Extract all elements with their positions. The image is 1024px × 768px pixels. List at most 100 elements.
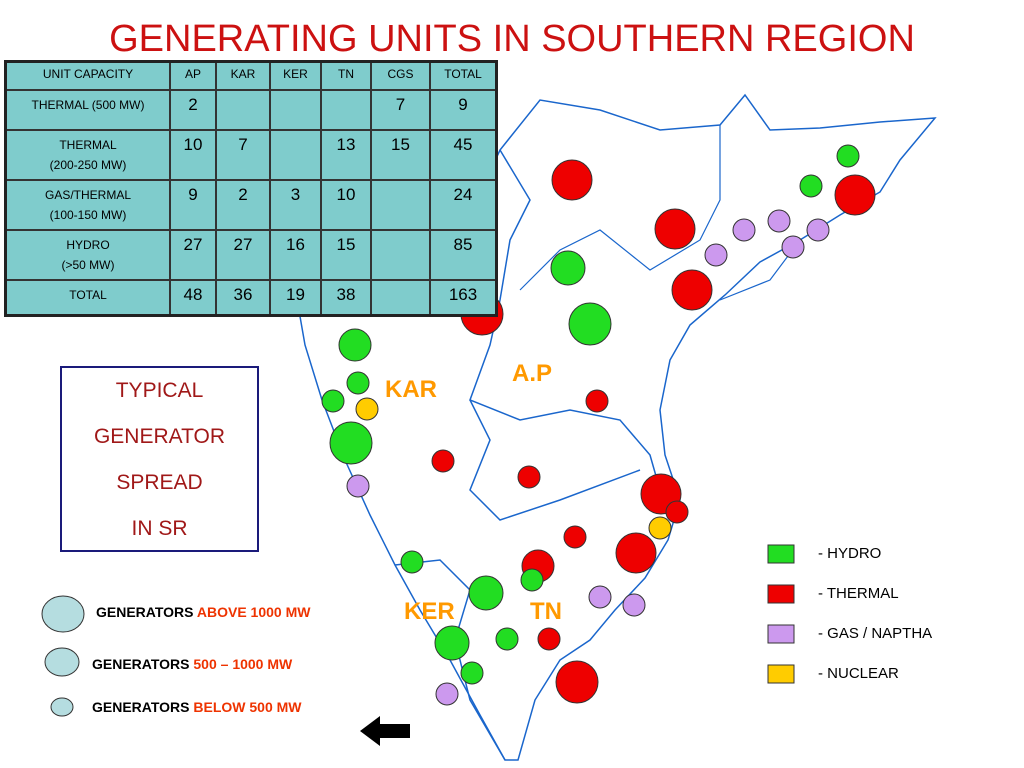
cell-value: 7 (395, 95, 406, 114)
generator-marker (460, 661, 484, 685)
map-label: KAR (385, 376, 437, 403)
generator-marker (622, 593, 646, 617)
cell: 36 (215, 279, 271, 317)
map-label: A.P (512, 360, 553, 387)
cell: 45 (429, 129, 498, 181)
size-circle (50, 697, 74, 717)
generator-marker (704, 243, 728, 267)
generator-marker (338, 328, 372, 362)
cell (370, 229, 431, 281)
column-header: KER (269, 60, 322, 91)
units-table: UNIT CAPACITY AP KAR KER TN CGS TOTAL THERMAL (… (4, 60, 498, 317)
cell: 38 (320, 279, 372, 317)
state-border (469, 399, 641, 521)
row-label: THERMAL (500 MW) (4, 89, 171, 131)
table-row: THERMAL (200-250 MW) 10 7 13 15 45 (4, 129, 498, 181)
cell (370, 179, 431, 231)
title: GENERATING UNITS IN SOUTHERN REGION (109, 18, 915, 60)
row-label-line: TOTAL (69, 288, 107, 302)
generator-marker (551, 159, 593, 201)
generator-marker (563, 525, 587, 549)
cell-value: 13 (336, 135, 356, 154)
box-line: SPREAD (116, 471, 203, 494)
generator-marker (431, 449, 455, 473)
row-label-line: (100-150 MW) (49, 208, 127, 222)
cell: 7 (370, 89, 431, 131)
cell: 10 (169, 129, 217, 181)
generator-marker (671, 269, 713, 311)
cell-value: 15 (336, 235, 356, 254)
cell-value: 16 (286, 235, 305, 254)
generator-marker (588, 585, 612, 609)
cell-value: 2 (238, 185, 248, 204)
generator-marker (517, 465, 541, 489)
row-label: TOTAL (4, 279, 171, 317)
generator-marker (435, 682, 459, 706)
size-label: GENERATORS 500 – 1000 MW (92, 656, 292, 672)
generator-marker (346, 474, 370, 498)
cell-value: 7 (238, 135, 248, 154)
cell-value: 9 (458, 95, 468, 114)
row-label-line: (>50 MW) (61, 258, 115, 272)
legend-swatch (767, 624, 795, 644)
cell-value: 2 (188, 95, 198, 114)
table-row: THERMAL (500 MW) 2 7 9 (4, 89, 498, 131)
row-label-line: THERMAL (500 MW) (31, 98, 145, 112)
arrow (360, 716, 410, 746)
size-prefix: GENERATORS (92, 656, 190, 672)
generator-marker (434, 625, 470, 661)
column-header: AP (169, 60, 217, 91)
cell: 163 (429, 279, 498, 317)
typical-box: TYPICAL GENERATOR SPREAD IN SR (60, 366, 259, 552)
cell-value: 85 (453, 235, 473, 254)
cell: 16 (269, 229, 322, 281)
map-label: TN (530, 598, 562, 625)
river (519, 125, 721, 291)
box-line: GENERATOR (93, 425, 226, 448)
generator-marker (836, 144, 860, 168)
legend-label: - NUCLEAR (818, 665, 899, 682)
size-label: GENERATORS BELOW 500 MW (92, 699, 302, 715)
generator-marker (732, 218, 756, 242)
cell-value: 3 (290, 185, 301, 204)
table-row: TOTAL 48 36 19 38 163 (4, 279, 498, 317)
cell: 2 (215, 179, 271, 231)
box-line: IN SR (131, 517, 188, 540)
cell-value: 27 (233, 235, 253, 254)
generator-marker (555, 660, 599, 704)
header-row: UNIT CAPACITY AP KAR KER TN CGS TOTAL (4, 60, 498, 91)
row-label-line: (200-250 MW) (49, 158, 127, 172)
generator-marker (806, 218, 830, 242)
cell (215, 89, 271, 131)
generator-marker (585, 389, 609, 413)
column-header: UNIT CAPACITY (4, 60, 171, 91)
row-label: HYDRO (>50 MW) (4, 229, 171, 281)
cell: 48 (169, 279, 217, 317)
legend-label: - THERMAL (818, 585, 899, 602)
cell: 27 (169, 229, 217, 281)
cell: 9 (429, 89, 498, 131)
legend-swatch (767, 664, 795, 684)
cell (269, 89, 322, 131)
cell-value: 48 (183, 285, 203, 304)
table-row: HYDRO (>50 MW) 27 27 16 15 85 (4, 229, 498, 281)
box-line: TYPICAL (115, 379, 204, 402)
state-border (394, 559, 506, 761)
generator-marker (495, 627, 519, 651)
generator-marker (329, 421, 373, 465)
cell-value: 27 (183, 235, 203, 254)
legend-label: - HYDRO (818, 545, 882, 562)
generator-marker (537, 627, 561, 651)
cell: 3 (269, 179, 322, 231)
cell (320, 89, 372, 131)
cell: 19 (269, 279, 322, 317)
size-highlight: 500 – 1000 MW (193, 656, 293, 672)
cell (370, 279, 431, 317)
cell-value: 38 (336, 285, 356, 304)
row-label: GAS/THERMAL (100-150 MW) (4, 179, 171, 231)
size-circle (41, 595, 85, 633)
column-header: TN (320, 60, 372, 91)
row-label-line: HYDRO (66, 238, 110, 252)
generator-marker (799, 174, 823, 198)
